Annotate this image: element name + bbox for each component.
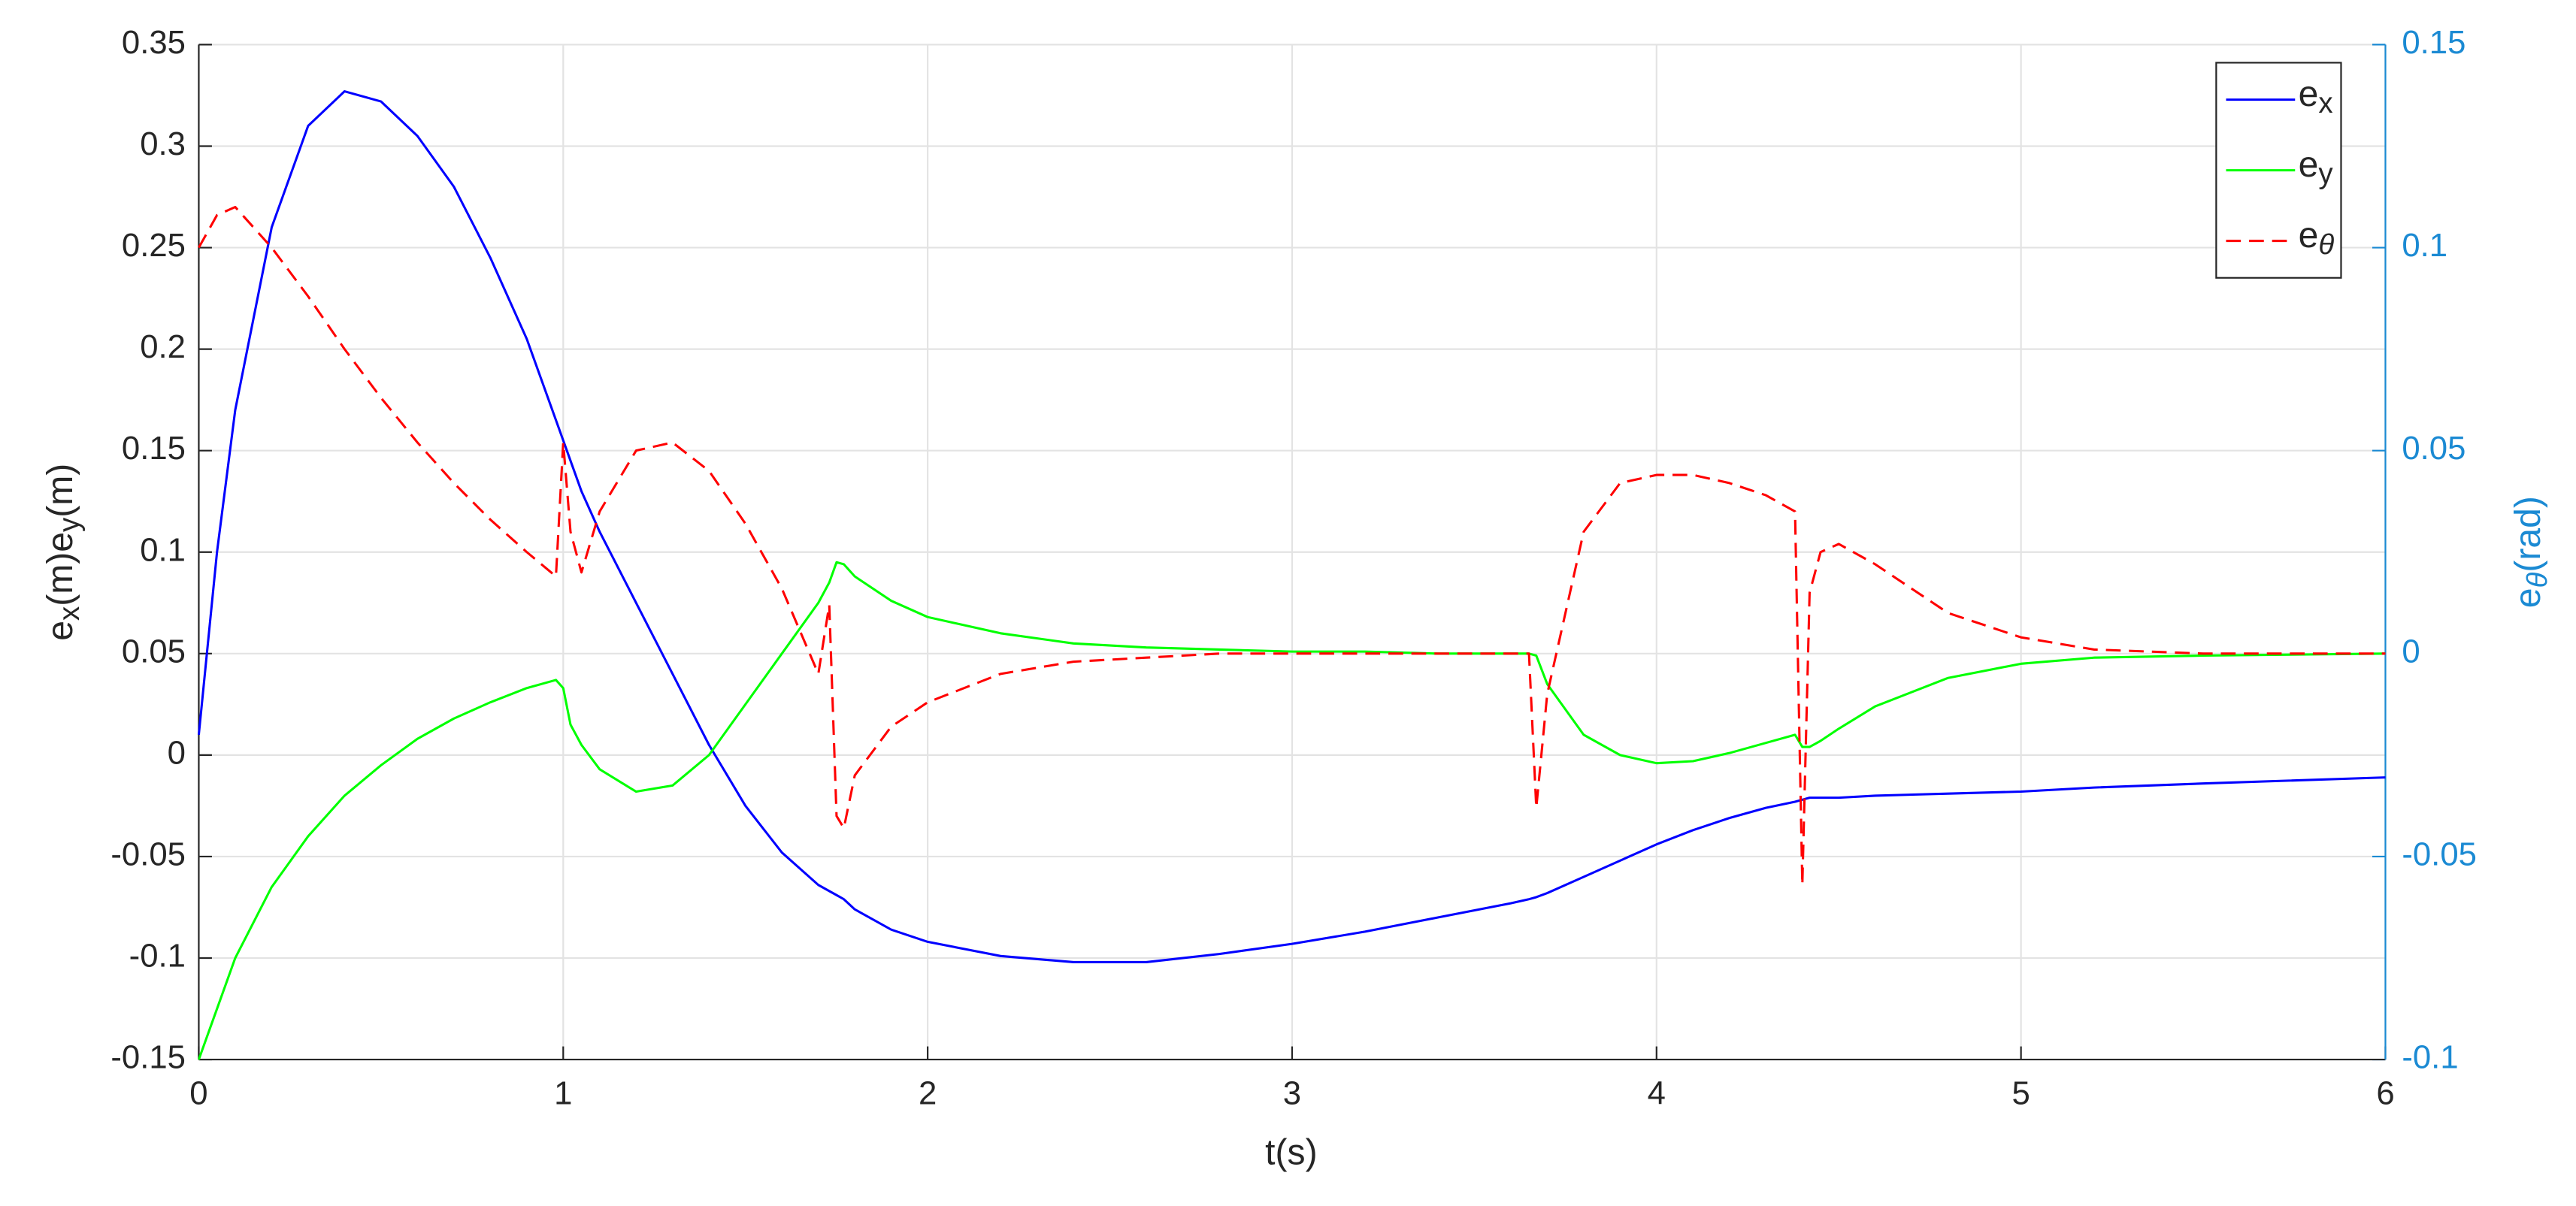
y-tick-label: -0.05 <box>110 836 186 873</box>
x-tick-label: 4 <box>1648 1075 1666 1112</box>
y2-tick-label: 0.05 <box>2402 430 2466 467</box>
data-line <box>198 561 2386 1060</box>
y-tick-label: 0 <box>168 734 186 771</box>
y2-tick-label: 0 <box>2402 633 2420 669</box>
y-axis-label: ex(m)ey(m) <box>40 464 86 641</box>
y-tick-label: 0.05 <box>122 633 186 669</box>
x-tick-label: 2 <box>919 1075 937 1112</box>
x-tick-label: 1 <box>554 1075 572 1112</box>
x-tick-label: 3 <box>1283 1075 1301 1112</box>
y-tick-label: -0.15 <box>110 1039 186 1076</box>
y-tick-label: 0.35 <box>122 24 186 61</box>
y-tick-label: 0.2 <box>140 328 186 365</box>
legend-label: eθ <box>2299 215 2335 261</box>
legend: ex ey eθ <box>2215 62 2342 279</box>
y-tick-label: 0.15 <box>122 430 186 467</box>
y2-tick-label: 0.1 <box>2402 227 2447 264</box>
legend-label: ex <box>2299 74 2333 119</box>
x-axis-label: t(s) <box>1265 1132 1317 1173</box>
y2-axis-label: eθ(rad) <box>2508 496 2553 608</box>
data-line <box>198 205 2386 887</box>
x-tick-label: 6 <box>2376 1075 2394 1112</box>
y-tick-label: 0.1 <box>140 531 186 568</box>
y-tick-label: -0.1 <box>129 938 186 975</box>
legend-label: ey <box>2299 144 2334 190</box>
y2-tick-label: 0.15 <box>2402 24 2466 61</box>
y-tick-label: 0.25 <box>122 227 186 264</box>
x-tick-label: 5 <box>2011 1075 2030 1112</box>
y2-tick-label: -0.1 <box>2402 1039 2458 1076</box>
y-tick-label: 0.3 <box>140 125 186 162</box>
x-tick-label: 0 <box>189 1075 207 1112</box>
y2-tick-label: -0.05 <box>2402 836 2477 873</box>
